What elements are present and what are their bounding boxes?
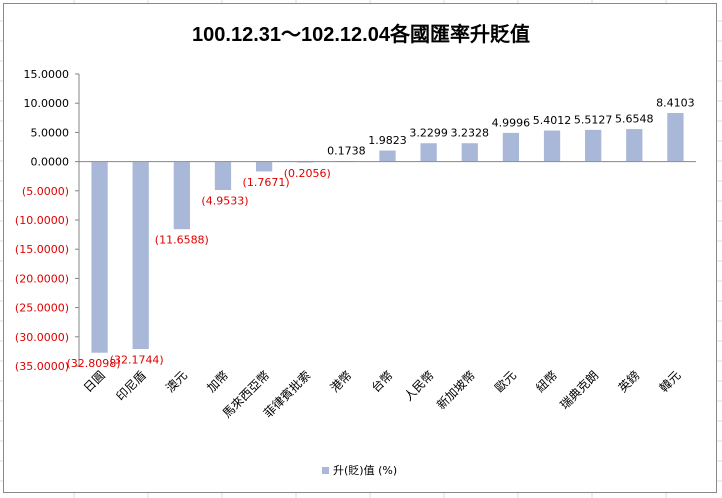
- category-label: 韓元: [657, 368, 684, 395]
- data-label: 0.1738: [327, 145, 366, 158]
- data-label: 8.4103: [656, 96, 695, 109]
- category-label: 英鎊: [615, 368, 643, 396]
- data-label: (4.9533): [201, 195, 248, 208]
- legend: 升(貶)值 (%): [322, 462, 397, 478]
- y-tick-label: 10.0000: [24, 97, 70, 110]
- category-label: 印尼盾: [113, 368, 148, 403]
- bar[interactable]: [542, 129, 562, 163]
- category-label: 新加坡幣: [433, 368, 478, 413]
- legend-label: 升(貶)值 (%): [333, 464, 398, 477]
- y-tick-label: (15.0000): [15, 243, 69, 256]
- category-label: 人民幣: [401, 368, 436, 403]
- bar[interactable]: [90, 161, 109, 354]
- bar[interactable]: [131, 161, 150, 350]
- data-label: 5.4012: [533, 114, 572, 127]
- bar[interactable]: [172, 161, 191, 231]
- bar[interactable]: [213, 161, 233, 192]
- data-label: 5.5127: [574, 113, 613, 126]
- category-label: 歐元: [491, 368, 519, 396]
- category-label: 加幣: [204, 368, 231, 395]
- plot-area: 15.0000 10.0000 5.0000 0.0000 (5.0000) (10.00…: [15, 68, 696, 421]
- y-tick-label: (25.0000): [15, 302, 69, 315]
- y-tick-label: 15.0000: [24, 68, 70, 81]
- data-label: 1.9823: [368, 134, 407, 147]
- chart-title: 100.12.31～102.12.04各國匯率升貶值: [192, 24, 530, 46]
- y-tick-label: (5.0000): [22, 185, 69, 198]
- data-label: (11.6588): [155, 234, 209, 247]
- bar[interactable]: [460, 142, 479, 163]
- data-label: (0.2056): [284, 167, 331, 180]
- y-tick-label: (30.0000): [15, 331, 69, 344]
- category-label: 澳元: [163, 368, 190, 395]
- data-label: 3.2328: [451, 127, 490, 140]
- data-label: 5.6548: [615, 113, 654, 126]
- y-tick-label: 5.0000: [31, 126, 70, 139]
- data-label: 3.2299: [409, 127, 448, 140]
- bar[interactable]: [625, 128, 644, 163]
- bar[interactable]: [419, 142, 438, 163]
- category-label: 日圓: [81, 368, 108, 395]
- y-tick-label: (10.0000): [15, 214, 69, 227]
- data-label: (32.8098): [67, 357, 121, 370]
- y-tick-label: 0.0000: [31, 156, 70, 169]
- bar[interactable]: [501, 131, 521, 163]
- category-label: 瑞典克朗: [557, 368, 601, 412]
- chart-area[interactable]: 100.12.31～102.12.04各國匯率升貶值 15.0000 10.000…: [3, 3, 717, 493]
- data-label: 4.9996: [492, 116, 531, 129]
- category-label: 港幣: [328, 368, 355, 395]
- bar[interactable]: [378, 149, 397, 163]
- bar[interactable]: [254, 161, 274, 173]
- bar[interactable]: [584, 128, 603, 163]
- legend-swatch: [322, 466, 329, 474]
- data-label: (1.7671): [243, 176, 290, 189]
- y-tick-label: (35.0000): [15, 360, 69, 373]
- category-label: 紐幣: [533, 368, 560, 395]
- data-label: (32.1744): [110, 353, 164, 366]
- category-label: 台幣: [368, 368, 396, 396]
- y-tick-label: (20.0000): [15, 272, 69, 285]
- bar[interactable]: [666, 111, 685, 163]
